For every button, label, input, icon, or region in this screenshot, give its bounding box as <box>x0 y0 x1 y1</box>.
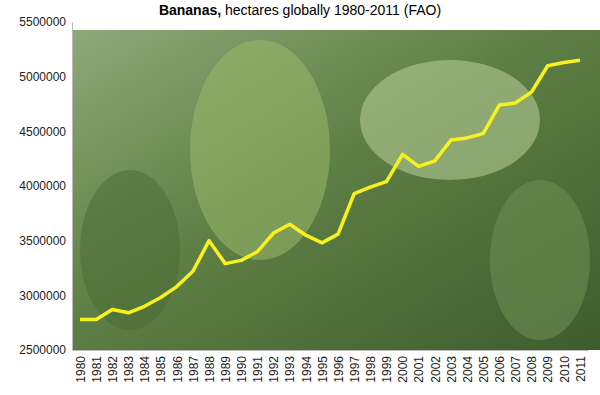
background-leaf <box>360 60 540 180</box>
x-tick-label: 2003 <box>445 356 459 383</box>
x-tick-label: 1989 <box>219 356 233 383</box>
x-tick: 1981 <box>90 350 104 383</box>
x-tick: 1997 <box>348 350 362 383</box>
x-tick-label: 2006 <box>493 356 507 383</box>
y-tick-label: 5000000 <box>19 70 66 84</box>
x-tick-label: 1987 <box>187 356 201 383</box>
x-tick: 2009 <box>541 350 555 383</box>
x-tick-label: 2008 <box>525 356 539 383</box>
x-tick: 1987 <box>187 350 201 383</box>
background-leaf <box>190 40 330 260</box>
x-tick: 2004 <box>461 350 475 383</box>
x-axis-line <box>73 350 589 351</box>
x-tick: 1980 <box>74 350 88 383</box>
x-tick-label: 2002 <box>429 356 443 383</box>
x-tick: 2011 <box>574 350 588 382</box>
x-tick-label: 1994 <box>300 356 314 383</box>
y-tick: 4000000 <box>19 179 72 193</box>
y-tick: 3500000 <box>19 234 72 248</box>
x-tick: 1982 <box>106 350 120 383</box>
background-photo <box>72 30 600 350</box>
x-tick: 2007 <box>509 350 523 383</box>
x-tick-label: 2011 <box>574 356 588 382</box>
x-tick: 2006 <box>493 350 507 383</box>
x-tick: 2000 <box>396 350 410 383</box>
x-tick-label: 2004 <box>461 356 475 383</box>
x-tick: 1994 <box>300 350 314 383</box>
x-tick: 2005 <box>477 350 491 383</box>
x-tick-label: 1992 <box>267 356 281 383</box>
chart-container: 2500000 3000000 3500000 4000000 4500000 50000… <box>0 0 600 395</box>
x-tick: 2003 <box>445 350 459 383</box>
y-axis: 2500000 3000000 3500000 4000000 4500000 50000… <box>19 15 72 357</box>
background-leaf <box>490 180 590 340</box>
x-tick: 1995 <box>316 350 330 383</box>
x-tick-label: 1984 <box>138 356 152 383</box>
x-tick: 1999 <box>380 350 394 383</box>
x-tick: 1993 <box>283 350 297 383</box>
y-tick: 3000000 <box>19 289 72 303</box>
x-axis: 1980198119821983198419851986198719881989… <box>73 350 589 383</box>
plot-area <box>80 60 580 319</box>
x-tick-label: 1991 <box>251 356 265 383</box>
x-tick-label: 1986 <box>171 356 185 383</box>
x-tick: 1996 <box>332 350 346 383</box>
x-tick: 1992 <box>267 350 281 383</box>
x-tick-label: 1985 <box>154 356 168 383</box>
y-tick: 5000000 <box>19 70 72 84</box>
y-tick: 5500000 <box>19 15 72 29</box>
x-tick-label: 1998 <box>364 356 378 383</box>
x-tick: 1989 <box>219 350 233 383</box>
x-tick-label: 1983 <box>122 356 136 383</box>
y-tick-label: 3000000 <box>19 289 66 303</box>
y-tick-label: 4000000 <box>19 179 66 193</box>
x-tick-label: 2005 <box>477 356 491 383</box>
x-tick: 1998 <box>364 350 378 383</box>
x-tick: 1984 <box>138 350 152 383</box>
x-tick-label: 1981 <box>90 356 104 383</box>
chart-title: Bananas, hectares globally 1980-2011 (FA… <box>159 2 441 18</box>
x-tick-label: 1996 <box>332 356 346 383</box>
chart-svg: 2500000 3000000 3500000 4000000 4500000 50000… <box>0 0 600 395</box>
data-line <box>80 60 580 319</box>
x-tick: 1991 <box>251 350 265 383</box>
y-tick-label: 5500000 <box>19 15 66 29</box>
x-tick: 2002 <box>429 350 443 383</box>
x-tick: 1988 <box>203 350 217 383</box>
x-tick-label: 1988 <box>203 356 217 383</box>
x-tick-label: 2009 <box>541 356 555 383</box>
y-tick: 2500000 <box>19 343 72 357</box>
x-tick-label: 1995 <box>316 356 330 383</box>
x-tick-label: 2001 <box>412 356 426 383</box>
background-leaf <box>80 170 180 330</box>
x-tick-label: 1982 <box>106 356 120 383</box>
y-tick-label: 2500000 <box>19 343 66 357</box>
x-tick: 1983 <box>122 350 136 383</box>
x-tick: 1985 <box>154 350 168 383</box>
x-tick: 1986 <box>171 350 185 383</box>
x-tick-label: 1990 <box>235 356 249 383</box>
x-tick-label: 2000 <box>396 356 410 383</box>
y-tick-label: 3500000 <box>19 234 66 248</box>
x-tick-label: 1999 <box>380 356 394 383</box>
x-tick: 2008 <box>525 350 539 383</box>
x-tick: 2010 <box>558 350 572 383</box>
x-tick: 2001 <box>412 350 426 383</box>
x-tick-label: 1980 <box>74 356 88 383</box>
y-tick: 4500000 <box>19 125 72 139</box>
x-tick: 1990 <box>235 350 249 383</box>
y-tick-label: 4500000 <box>19 125 66 139</box>
y-axis-line <box>72 23 73 351</box>
x-tick-label: 2010 <box>558 356 572 383</box>
x-tick-label: 1993 <box>283 356 297 383</box>
x-tick-label: 1997 <box>348 356 362 383</box>
x-tick-label: 2007 <box>509 356 523 383</box>
